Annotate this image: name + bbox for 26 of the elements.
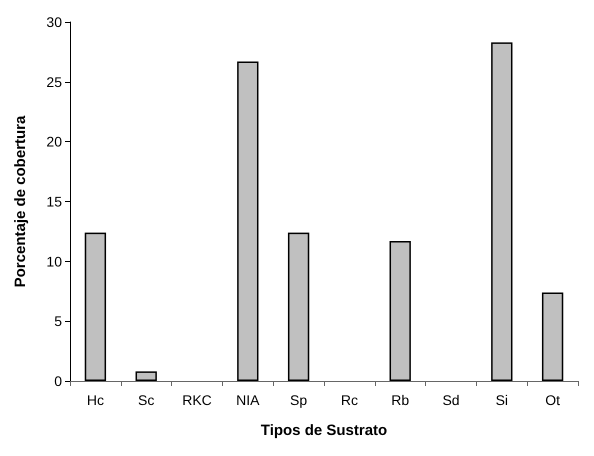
x-tick-label: RKC: [182, 392, 212, 408]
y-tick-label: 25: [46, 74, 62, 90]
y-tick-label: 15: [46, 194, 62, 210]
bar: [136, 371, 157, 381]
bar: [84, 232, 106, 381]
x-tick-label: Rb: [391, 392, 410, 408]
y-axis-title: Porcentaje de cobertura: [12, 114, 29, 288]
x-tick-label: Hc: [86, 392, 104, 408]
bar: [542, 292, 564, 381]
y-tick-label: 30: [46, 14, 62, 30]
x-axis-title: Tipos de Sustrato: [260, 422, 388, 439]
bar: [237, 61, 258, 381]
bar: [390, 240, 411, 381]
x-tick-label: Ot: [545, 392, 560, 408]
x-tick-label: Si: [496, 392, 508, 408]
bar: [491, 42, 512, 381]
y-tick-label: 10: [46, 253, 62, 270]
bar: [288, 232, 310, 381]
y-tick-label: 5: [54, 313, 62, 330]
x-tick-label: Rc: [340, 392, 358, 408]
x-tick-label: Sd: [442, 392, 460, 408]
y-tick-label: 20: [46, 134, 62, 150]
x-tick-label: Sp: [290, 392, 308, 408]
x-tick-label: NIA: [236, 392, 260, 408]
x-tick-label: Sc: [138, 392, 154, 408]
y-tick-label: 0: [54, 373, 62, 389]
